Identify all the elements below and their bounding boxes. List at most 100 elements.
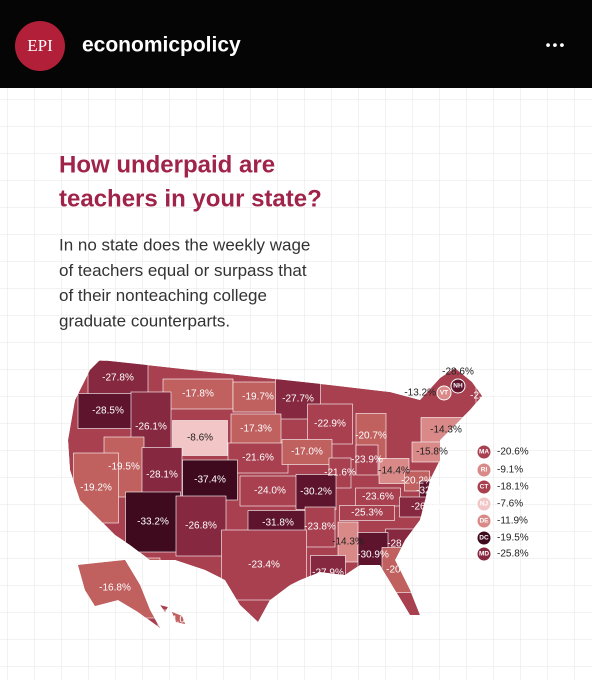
badge-abbr: DE: [479, 518, 489, 525]
state-label: -8.6%: [187, 433, 213, 444]
state: [339, 505, 395, 521]
state-label: -30.9%: [357, 550, 389, 561]
state-label: -17.8%: [182, 389, 214, 400]
menu[interactable]: •••: [546, 37, 567, 53]
state-label: -28.1%: [146, 470, 178, 481]
state: [125, 491, 181, 553]
state: [281, 439, 333, 465]
state-label: -27.9%: [312, 568, 344, 579]
badge-abbr: MA: [479, 449, 489, 456]
account-name[interactable]: economicpolicy: [82, 34, 241, 57]
badge: [476, 444, 492, 460]
state-label: -28.5%: [92, 406, 124, 417]
title: How underpaid are: [59, 151, 275, 178]
badge: [476, 462, 492, 478]
state-label: -20.7%: [355, 431, 387, 442]
badge-value: -11.9%: [497, 516, 528, 527]
badge-abbr: NJ: [480, 501, 489, 508]
subtitle: of their nonteaching college: [59, 286, 267, 305]
state-label: -37.4%: [194, 475, 226, 486]
badge-abbr: CT: [480, 484, 489, 491]
state: [175, 495, 227, 557]
state-label: -23.9%: [351, 455, 383, 466]
state: [230, 413, 282, 445]
state-label: -28.3%: [387, 539, 419, 550]
badge-value: -7.6%: [497, 499, 523, 510]
state-label: -14.0%: [162, 615, 194, 626]
state: [304, 506, 336, 548]
badge-abbr: MD: [479, 551, 489, 558]
badge: [476, 546, 492, 562]
badge-value: -19.5%: [497, 533, 529, 544]
state-label: -30.2%: [300, 487, 332, 498]
badge: [476, 513, 492, 529]
state-label: -17.0%: [291, 447, 323, 458]
state: [307, 403, 353, 445]
state: [232, 381, 284, 413]
state-label: -17.3%: [240, 424, 272, 435]
subtitle: graduate counterparts.: [59, 311, 230, 330]
state: [378, 458, 410, 484]
state-label: -23.2%: [470, 391, 502, 402]
state-label: -19.2%: [80, 483, 112, 494]
state: [172, 420, 228, 456]
state-label: -26.8%: [185, 521, 217, 532]
state: [77, 393, 139, 429]
state-label: -32.1%: [416, 486, 448, 497]
state-label: -24.0%: [254, 486, 286, 497]
state: [87, 360, 149, 396]
state-label: -26.1%: [135, 422, 167, 433]
state-label: -14.3%: [430, 425, 462, 436]
state-label: -31.8%: [262, 518, 294, 529]
state-label: -26.1%: [411, 502, 443, 513]
state: [162, 378, 234, 410]
badge-value: -13.2%: [404, 388, 436, 399]
state-label: -23.4%: [248, 560, 280, 571]
state-label: -27.7%: [282, 394, 314, 405]
badge-abbr: DC: [479, 535, 489, 542]
badge-value: -25.8%: [497, 549, 529, 560]
state-label: -20.4%: [386, 565, 418, 576]
badge: [436, 385, 452, 401]
header-bar: [0, 0, 592, 88]
state-label: -14.4%: [378, 466, 410, 477]
state-label: -16.8%: [99, 583, 131, 594]
state: [227, 442, 289, 474]
state: [355, 444, 379, 476]
badge-value: -9.1%: [497, 465, 523, 476]
state: [295, 474, 337, 510]
state-label: -23.8%: [304, 522, 336, 533]
state-label: -19.7%: [242, 392, 274, 403]
state-label: -25.3%: [351, 508, 383, 519]
badge: [450, 378, 466, 394]
badge: [476, 479, 492, 495]
state-label: -14.3%: [332, 537, 364, 548]
badge-value: -28.6%: [442, 367, 474, 378]
state-label: -33.2%: [137, 517, 169, 528]
badge-abbr: VT: [440, 390, 448, 397]
state: [239, 475, 301, 507]
subtitle: of teachers equal or surpass that: [59, 261, 307, 280]
badge: [476, 496, 492, 512]
state-label: -19.5%: [108, 462, 140, 473]
state-label: -21.6%: [242, 453, 274, 464]
title: teachers in your state?: [59, 185, 322, 212]
subtitle: In no state does the weekly wage: [59, 235, 310, 254]
state: [475, 383, 482, 409]
state-label: -23.6%: [362, 492, 394, 503]
state-label: -27.8%: [102, 373, 134, 384]
logo: EPI: [27, 36, 53, 55]
badge: [476, 530, 492, 546]
state-label: -20.2%: [401, 476, 433, 487]
badge-abbr: RI: [481, 467, 488, 474]
map: [68, 360, 482, 628]
state-label: -21.6%: [324, 468, 356, 479]
state-label: -15.8%: [416, 447, 448, 458]
state-label: -22.9%: [314, 419, 346, 430]
badge-value: -20.6%: [497, 447, 529, 458]
badge-abbr: NH: [453, 383, 463, 390]
badge-value: -18.1%: [497, 482, 529, 493]
avatar[interactable]: [15, 21, 65, 71]
